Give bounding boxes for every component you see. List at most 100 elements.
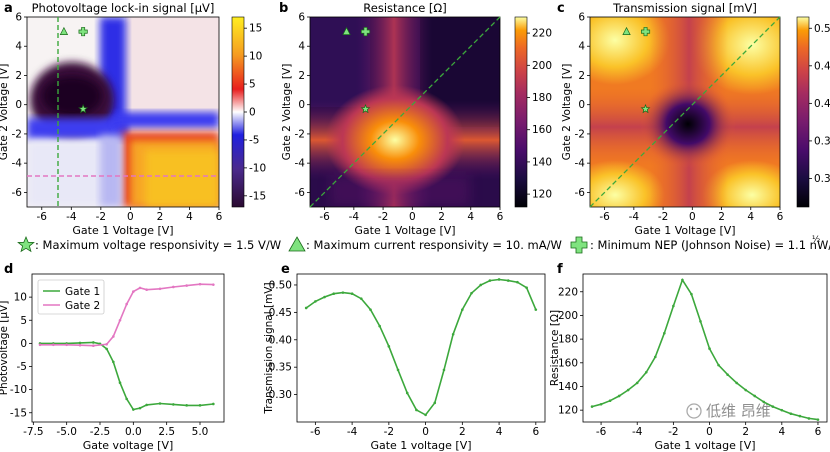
- data-point: [198, 404, 202, 407]
- y-tick-label: 0: [20, 338, 27, 350]
- data-point: [118, 318, 122, 322]
- y-axis-label-f: Resistance [Ω]: [549, 310, 561, 386]
- y-tick-label: 2: [578, 70, 585, 82]
- y-axis-label-a: Gate 2 Voltage [V]: [0, 64, 10, 161]
- legend-plus-superscript: ½: [812, 235, 820, 245]
- data-point: [38, 343, 42, 347]
- data-point: [212, 402, 215, 406]
- data-point: [608, 399, 612, 402]
- x-tick-label: -6: [599, 211, 610, 223]
- data-point: [304, 306, 308, 310]
- y-tick-label: -2: [12, 128, 22, 140]
- x-tick-label: 2: [459, 426, 466, 438]
- x-tick-label: 0: [127, 211, 134, 223]
- y-tick-label: 0.40: [269, 334, 292, 346]
- x-tick-label: -6: [319, 211, 330, 223]
- x-tick-label: 6: [216, 211, 223, 223]
- y-axis-label-b: Gate 2 Voltage [V]: [281, 64, 293, 161]
- y-tick-label: 0: [298, 99, 305, 111]
- x-axis-label-a: Gate 1 Voltage [V]: [72, 224, 173, 237]
- x-tick-label: -4: [66, 211, 77, 223]
- data-point: [52, 343, 55, 347]
- x-tick-label: 4: [467, 211, 474, 223]
- chart-title-a: Photovoltage lock-in signal [μV]: [32, 1, 215, 15]
- data-point: [461, 308, 464, 311]
- data-point: [112, 335, 115, 338]
- colorbar-tick-label: 120: [532, 189, 552, 201]
- data-point: [753, 394, 757, 398]
- colorbar-tick-label: 0.45: [814, 60, 830, 72]
- legend-triangle-text: : Maximum current responsivity = 10. mA/…: [306, 238, 562, 252]
- data-point: [807, 417, 811, 420]
- data-point: [470, 291, 473, 295]
- data-point: [708, 347, 711, 350]
- y-tick-label: 4: [578, 41, 585, 53]
- x-tick-label: -6: [596, 426, 607, 438]
- panel-letter-e: e: [281, 262, 290, 277]
- data-point: [516, 280, 519, 284]
- data-point: [158, 402, 162, 405]
- x-tick-label: -2: [384, 426, 394, 438]
- data-point: [442, 368, 446, 372]
- plus-marker: [78, 27, 88, 37]
- data-point: [635, 381, 639, 385]
- y-tick-label: -6: [295, 187, 306, 199]
- x-tick-label: 2: [742, 426, 749, 438]
- x-tick-label: 2.5: [158, 426, 175, 438]
- x-tick-label: -5.0: [56, 426, 77, 438]
- y-tick-label: 0.35: [269, 362, 292, 374]
- data-point: [78, 341, 82, 345]
- x-tick-label: -4: [347, 426, 358, 438]
- x-tick-label: 6: [815, 426, 822, 438]
- data-point: [599, 402, 603, 406]
- x-tick-label: 0: [706, 426, 713, 438]
- x-axis-label-e: Gate 1 voltage [V]: [370, 439, 471, 452]
- data-point: [185, 404, 188, 407]
- data-point: [735, 381, 738, 385]
- x-tick-label: -4: [349, 211, 360, 223]
- x-axis-label-d: Gate voltage [V]: [83, 439, 174, 452]
- panel-letter-c: c: [557, 1, 565, 16]
- colorbar-tick-label: 0.40: [814, 98, 830, 110]
- data-point: [112, 360, 115, 364]
- data-point: [617, 394, 621, 398]
- data-point: [125, 302, 128, 306]
- y-tick-label: 140: [558, 381, 578, 393]
- y-tick-label: 180: [558, 334, 578, 346]
- y-tick-label: 120: [558, 405, 578, 417]
- data-point: [105, 347, 108, 351]
- colorbar: [231, 16, 245, 208]
- x-tick-label: 4: [778, 426, 785, 438]
- panel-b: [309, 16, 501, 208]
- y-tick-label: 0.30: [269, 389, 292, 401]
- data-point: [314, 300, 317, 303]
- x-tick-label: -2: [668, 426, 678, 438]
- data-point: [350, 292, 354, 296]
- y-tick-label: 0.45: [269, 307, 292, 319]
- y-tick-label: 6: [15, 12, 22, 24]
- data-point: [92, 341, 95, 344]
- data-point: [626, 388, 630, 392]
- data-point: [212, 283, 215, 286]
- data-point: [78, 343, 82, 347]
- y-tick-label: 4: [298, 41, 305, 53]
- y-tick-label: 200: [558, 310, 578, 322]
- chart-title-b: Resistance [Ω]: [363, 1, 446, 15]
- x-tick-label: -6: [310, 426, 321, 438]
- y-tick-label: -4: [575, 158, 586, 170]
- y-tick-label: 4: [15, 41, 22, 53]
- data-point: [424, 413, 427, 417]
- data-point: [172, 285, 175, 289]
- data-point: [172, 403, 175, 406]
- data-point: [359, 297, 363, 300]
- x-tick-label: 0: [422, 426, 429, 438]
- data-point: [369, 308, 372, 311]
- data-point: [488, 279, 492, 282]
- plus-marker-legend: [570, 236, 588, 254]
- data-point: [132, 290, 135, 293]
- y-tick-label: -4: [295, 158, 306, 170]
- y-tick-label: 0: [15, 99, 22, 111]
- data-point: [534, 308, 538, 311]
